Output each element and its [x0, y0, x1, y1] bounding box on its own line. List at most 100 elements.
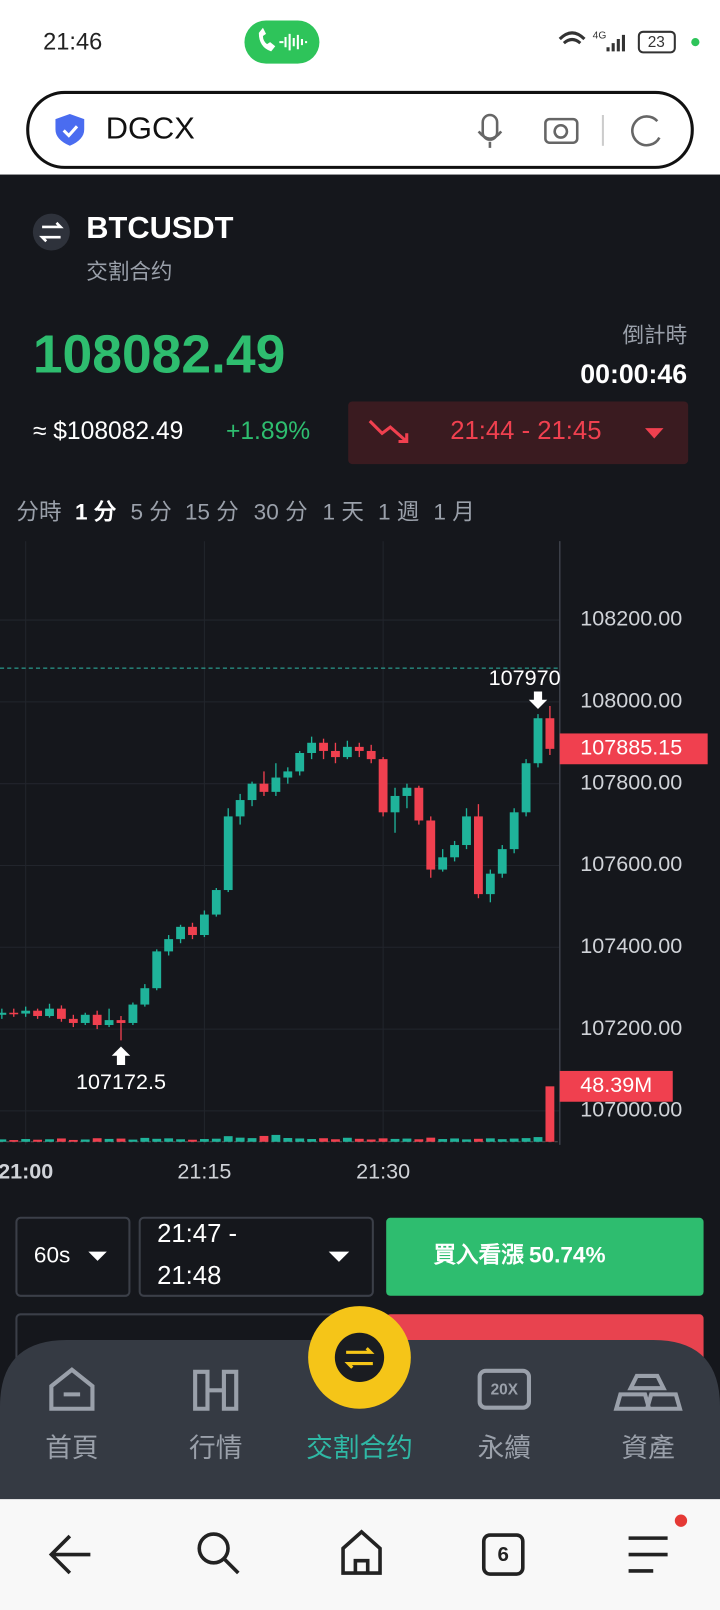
volume-bar [140, 1137, 150, 1142]
nav-label[interactable]: 首頁 [45, 1433, 98, 1463]
period-select[interactable] [348, 401, 689, 465]
trade-period-1: 21:47 - [157, 1220, 237, 1248]
battery-icon [637, 30, 676, 54]
volume-bar [485, 1138, 495, 1142]
y-tick-label: 108200.00 [580, 606, 682, 631]
nav-items: 首頁 行情 交割合约 永續 資產 [45, 1433, 675, 1463]
volume-bar [259, 1135, 269, 1142]
volume-bar [307, 1139, 317, 1142]
back-button[interactable] [48, 1534, 91, 1575]
dot [691, 37, 700, 47]
low-arrow [111, 1046, 131, 1065]
volume-bar [92, 1138, 102, 1142]
dropdown-arrow [88, 1251, 107, 1261]
status-time: 21:46 [43, 29, 102, 55]
candle-body [152, 951, 162, 989]
candle-body [247, 783, 257, 801]
dropdown-arrow [645, 428, 664, 439]
tabs-button[interactable] [481, 1533, 525, 1576]
reload-icon[interactable] [631, 115, 661, 147]
period-select[interactable] [138, 1216, 374, 1297]
volume-bar [283, 1138, 293, 1142]
down-trend-icon [368, 419, 409, 444]
volume-bar [80, 1139, 90, 1142]
interval-tab[interactable]: 1 天 [323, 499, 364, 524]
interval-tab[interactable]: 1 月 [433, 499, 474, 524]
camera-icon[interactable] [544, 117, 579, 145]
volume-bar [545, 1086, 555, 1142]
volume-bar [33, 1139, 43, 1142]
interval-tab[interactable]: 1 分 [75, 499, 117, 524]
home-button[interactable] [341, 1529, 382, 1575]
interval-tab[interactable]: 30 分 [254, 499, 308, 524]
volume-bar [474, 1138, 483, 1142]
notification-dot [674, 1514, 688, 1527]
candle-body [342, 746, 352, 758]
volume-bar [521, 1138, 531, 1142]
candle-body [199, 914, 209, 936]
candle-body [378, 759, 388, 813]
search-button[interactable] [197, 1532, 230, 1565]
y-tick-label: 108000.00 [580, 688, 682, 713]
volume-bar [247, 1138, 257, 1142]
nav-bar [0, 1339, 720, 1500]
interval-tab[interactable]: 分時 [16, 499, 61, 524]
volume-bar [509, 1138, 519, 1142]
call-icon [258, 27, 276, 52]
candle-body [319, 742, 328, 751]
search-query: DGCX [106, 111, 195, 146]
volume-bar [426, 1137, 436, 1142]
check [62, 125, 79, 138]
browser-bar [0, 1499, 720, 1610]
interval-tab[interactable]: 5 分 [130, 499, 171, 524]
candle-body [33, 1010, 43, 1017]
volume-bar [271, 1134, 281, 1142]
candle-body [390, 795, 400, 813]
volume-bar [211, 1138, 221, 1142]
volume-bar [354, 1138, 364, 1142]
candle-body [509, 812, 519, 850]
volume-bar [378, 1138, 388, 1142]
assets-icon [613, 1373, 683, 1411]
interval-tab[interactable]: 15 分 [185, 499, 239, 524]
volume-bar [414, 1139, 424, 1142]
candle-body [354, 746, 364, 751]
candlestick-chart: 107000.00107200.00107400.00107600.001078… [0, 541, 708, 1183]
usd-price: ≈ $108082.49 [33, 418, 183, 445]
volume-bar [104, 1138, 114, 1142]
search-box[interactable] [26, 90, 694, 169]
buy-button[interactable] [386, 1217, 704, 1296]
nav-label[interactable]: 永續 [478, 1433, 531, 1463]
nav-label[interactable]: 交割合约 [306, 1433, 413, 1463]
candle-body [259, 783, 269, 792]
candle-body [0, 1012, 7, 1015]
duration-select[interactable] [15, 1216, 131, 1297]
volume-bar [402, 1138, 412, 1142]
volume-bar [223, 1136, 233, 1142]
nav-center-icon [334, 1332, 385, 1383]
candle-body [497, 849, 507, 874]
symbol: BTCUSDT [86, 210, 233, 245]
buy-label: 買入看漲 [433, 1243, 524, 1268]
candle-body [57, 1008, 66, 1019]
x-tick-label: 21:30 [356, 1158, 410, 1183]
trade-period-2: 21:48 [157, 1262, 221, 1290]
camera-lens [553, 123, 569, 139]
candle-body [116, 1020, 126, 1023]
price-change: +1.89% [226, 418, 310, 445]
battery: 23 [648, 34, 665, 51]
volume-bar [116, 1138, 126, 1142]
search-handle [222, 1557, 240, 1575]
volume-bar [295, 1138, 305, 1142]
low-label: 107172.5 [76, 1069, 166, 1094]
candle-body [128, 1004, 138, 1023]
countdown: 00:00:46 [580, 359, 687, 389]
candle-body [21, 1010, 31, 1014]
interval-tab[interactable]: 1 週 [378, 499, 419, 524]
nav-label[interactable]: 行情 [189, 1433, 242, 1463]
nav-label[interactable]: 資產 [621, 1433, 674, 1463]
candle-body [485, 873, 495, 895]
price-tag-label: 107885.15 [580, 735, 682, 760]
menu-button[interactable] [628, 1536, 668, 1573]
volume-bar [164, 1138, 174, 1142]
